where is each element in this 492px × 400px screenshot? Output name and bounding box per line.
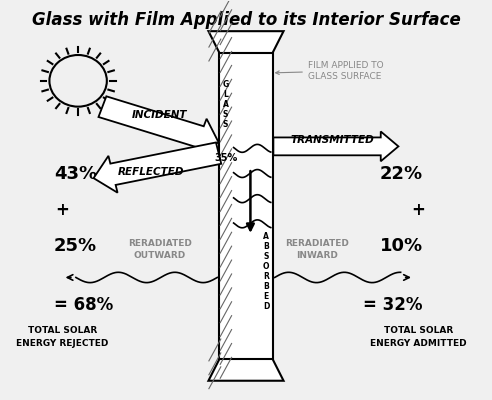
- Text: = 68%: = 68%: [54, 296, 113, 314]
- Text: RERADIATED
OUTWARD: RERADIATED OUTWARD: [128, 239, 192, 260]
- Text: G
L
A
S
S: G L A S S: [222, 80, 229, 129]
- Bar: [219, 53, 273, 359]
- Text: 10%: 10%: [380, 237, 423, 255]
- Text: TOTAL SOLAR
ENERGY ADMITTED: TOTAL SOLAR ENERGY ADMITTED: [370, 326, 466, 348]
- Text: INCIDENT: INCIDENT: [132, 110, 187, 120]
- Polygon shape: [209, 359, 283, 381]
- Text: Glass with Film Applied to its Interior Surface: Glass with Film Applied to its Interior …: [31, 11, 461, 29]
- Polygon shape: [93, 142, 221, 193]
- Text: +: +: [56, 201, 69, 219]
- Text: RERADIATED
INWARD: RERADIATED INWARD: [285, 239, 349, 260]
- Text: TRANSMITTED: TRANSMITTED: [290, 136, 374, 146]
- Text: +: +: [411, 201, 425, 219]
- Polygon shape: [209, 31, 283, 53]
- Text: FILM APPLIED TO
GLASS SURFACE: FILM APPLIED TO GLASS SURFACE: [276, 61, 383, 81]
- Text: REFLECTED: REFLECTED: [118, 167, 184, 177]
- Polygon shape: [98, 96, 218, 154]
- Text: = 32%: = 32%: [363, 296, 423, 314]
- Text: 35%: 35%: [214, 153, 237, 163]
- Text: 43%: 43%: [54, 165, 97, 183]
- Text: TOTAL SOLAR
ENERGY REJECTED: TOTAL SOLAR ENERGY REJECTED: [16, 326, 109, 348]
- Text: 22%: 22%: [380, 165, 423, 183]
- Text: A
B
S
O
R
B
E
D: A B S O R B E D: [263, 232, 270, 311]
- Polygon shape: [274, 132, 399, 161]
- Text: 25%: 25%: [54, 237, 97, 255]
